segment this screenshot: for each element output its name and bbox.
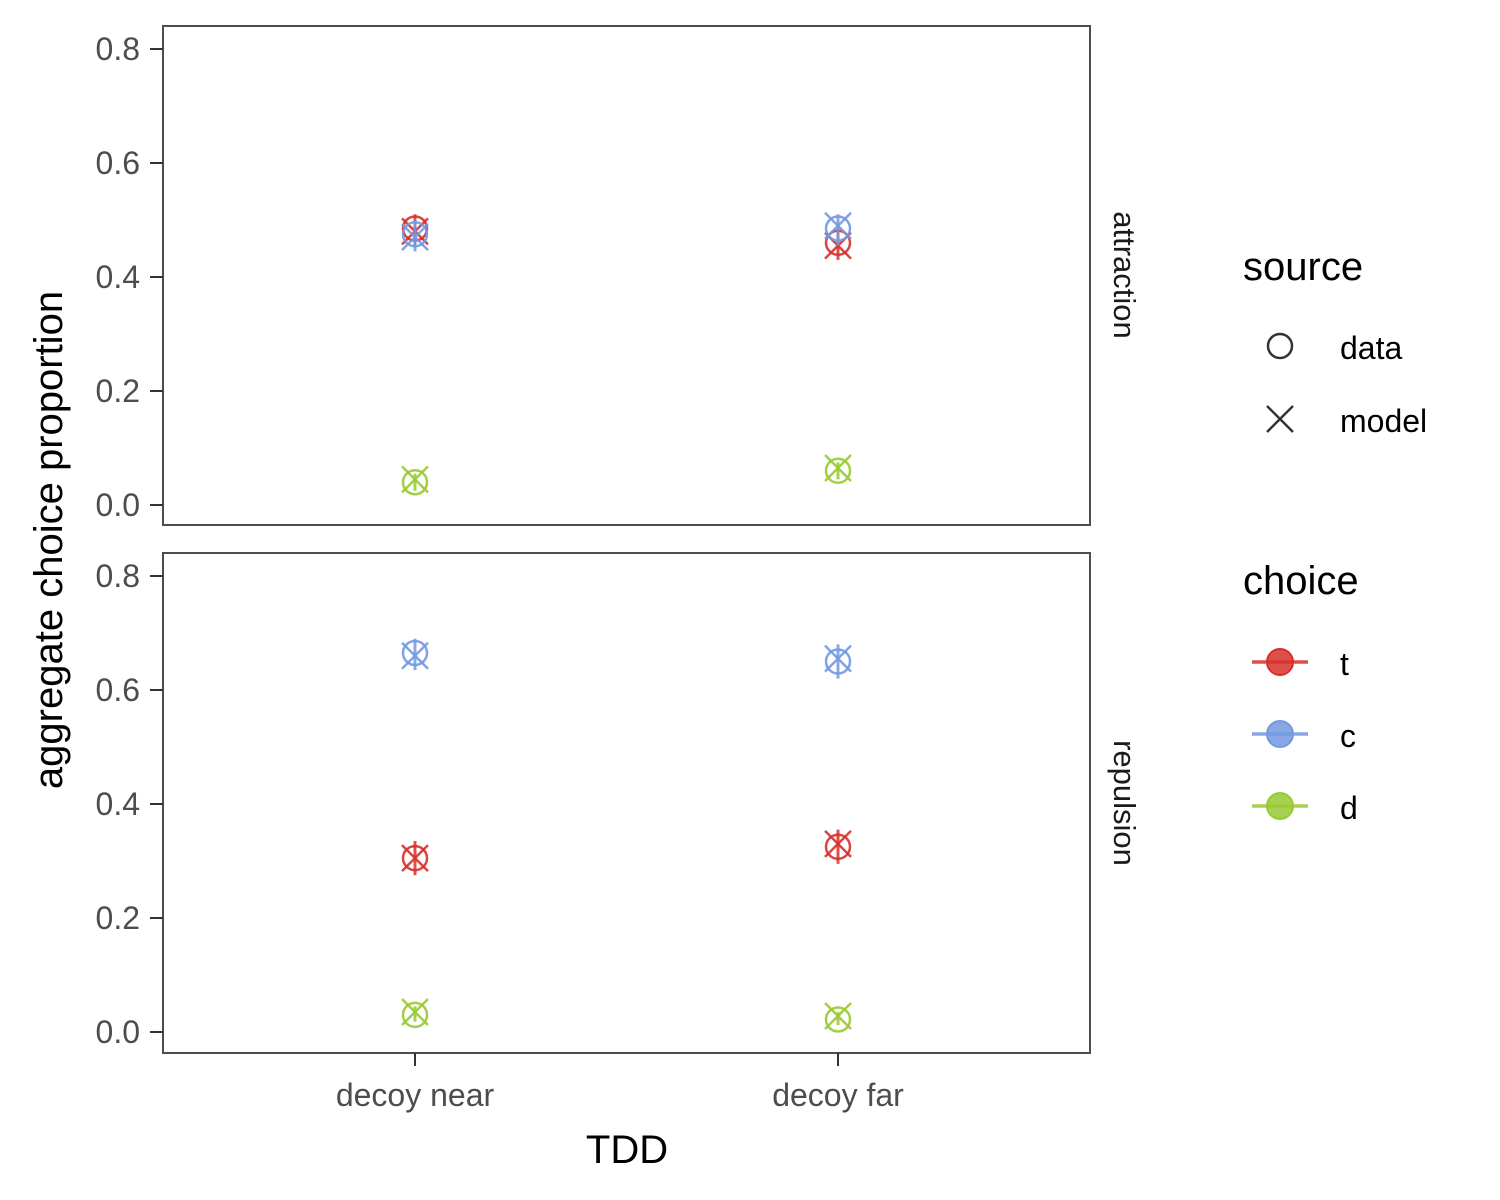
y-tick-label: 0.2 [96, 373, 140, 409]
model-cross-stroke [401, 641, 429, 670]
legend-title-choice: choice [1243, 559, 1359, 603]
model-point-t [401, 844, 429, 873]
y-tick-label: 0.0 [96, 1014, 140, 1050]
choice-legend-keys [1252, 648, 1308, 820]
x-tick-label-decoy-near: decoy near [336, 1077, 495, 1113]
model-point-c [401, 223, 429, 251]
tick-marks [150, 48, 839, 1066]
legend-key-dot-c [1266, 720, 1294, 748]
legend-key-data [1266, 332, 1294, 360]
model-cross-stroke [401, 998, 429, 1026]
legend-label-c: c [1340, 718, 1356, 754]
strip-label-attraction: attraction [1107, 211, 1142, 339]
model-cross-stroke [824, 830, 852, 858]
data-point-d [401, 468, 429, 496]
legend-label-t: t [1340, 646, 1349, 682]
x-axis-title: TDD [586, 1128, 668, 1172]
y-tick-label: 0.6 [96, 145, 140, 181]
legend-key-dot-t [1266, 648, 1294, 676]
legend-key-model [1266, 405, 1294, 433]
model-point-d [824, 454, 852, 482]
model-point-t [824, 830, 852, 858]
data-point-d [401, 1001, 429, 1029]
model-cross-stroke [401, 223, 429, 251]
y-tick-label: 0.4 [96, 786, 140, 822]
model-point-d [824, 1002, 852, 1030]
y-tick-label: 0.2 [96, 900, 140, 936]
data-point-c [401, 221, 429, 248]
data-point-d [824, 1006, 852, 1033]
panel-repulsion-frame [162, 552, 1091, 1054]
y-tick-label: 0.8 [96, 558, 140, 594]
legend-label-d: d [1340, 790, 1358, 826]
x-tick-label-decoy-far: decoy far [772, 1077, 904, 1113]
model-cross-stroke [824, 644, 852, 673]
legend-label-model: model [1340, 403, 1427, 439]
model-point-c [824, 644, 852, 673]
data-point-t [401, 844, 429, 872]
legend-label-data: data [1340, 330, 1402, 366]
y-tick-label: 0.8 [96, 31, 140, 67]
data-point-c [824, 215, 852, 242]
model-cross-stroke [824, 1002, 852, 1030]
y-tick-label: 0.6 [96, 672, 140, 708]
model-cross-stroke [401, 465, 429, 494]
model-cross-stroke [824, 211, 852, 240]
y-tick-label: 0.0 [96, 487, 140, 523]
model-point-d [401, 465, 429, 494]
data-marks [401, 211, 852, 1033]
data-point-d [824, 457, 852, 485]
data-point-t [824, 833, 852, 860]
model-cross-stroke [401, 844, 429, 873]
data-point-c [824, 648, 852, 675]
y-tick-label: 0.4 [96, 259, 140, 295]
model-cross-stroke [824, 454, 852, 482]
legend-key-dot-d [1266, 792, 1294, 820]
panel-attraction-frame [162, 25, 1091, 526]
model-point-c [824, 211, 852, 240]
y-axis-title: aggregate choice proportion [27, 291, 71, 789]
strip-label-repulsion: repulsion [1107, 740, 1142, 866]
data-point-c [401, 639, 429, 667]
legend-title-source: source [1243, 245, 1363, 289]
model-point-d [401, 998, 429, 1026]
model-point-c [401, 641, 429, 670]
